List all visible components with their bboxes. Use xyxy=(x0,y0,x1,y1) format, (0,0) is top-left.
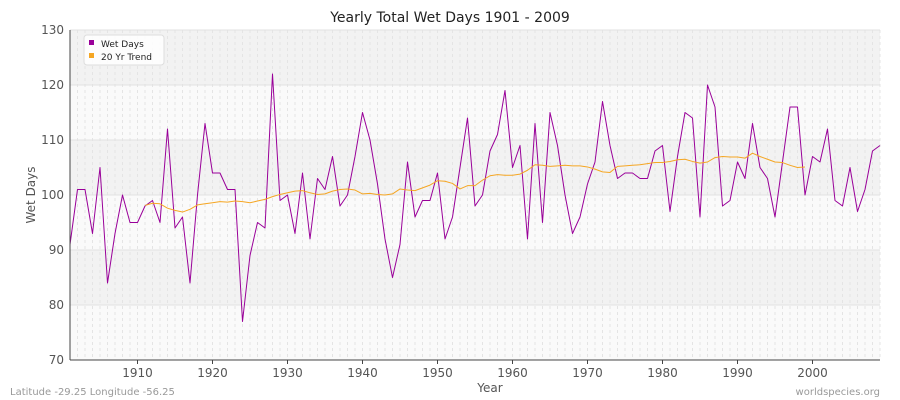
y-tick-label: 120 xyxy=(41,78,64,92)
x-tick-label: 1970 xyxy=(572,366,603,380)
x-tick-label: 1980 xyxy=(647,366,678,380)
legend-label-trend: 20 Yr Trend xyxy=(101,53,152,63)
x-tick-label: 1920 xyxy=(197,366,228,380)
chart-title: Yearly Total Wet Days 1901 - 2009 xyxy=(329,10,570,26)
wet-days-series-line xyxy=(69,73,881,322)
x-tick-label: 1960 xyxy=(497,366,528,380)
x-tick-label: 2000 xyxy=(797,366,828,380)
y-tick-label: 70 xyxy=(49,353,64,367)
x-tick-label: 1910 xyxy=(122,366,153,380)
y-tick-labels: 70 80 90 100 110 120 130 xyxy=(41,23,64,367)
x-tick-labels: 1910 1920 1930 1940 1950 1960 1970 1980 1990 2000 xyxy=(122,360,828,380)
x-tick-label: 1940 xyxy=(347,366,378,380)
plot-band xyxy=(70,30,880,85)
x-axis-label: Year xyxy=(476,381,502,395)
footer-coordinates: Latitude -29.25 Longitude -56.25 xyxy=(10,387,175,398)
y-tick-label: 90 xyxy=(49,243,64,257)
legend-box xyxy=(83,34,165,66)
series-lines xyxy=(69,73,881,322)
legend-swatch-trend xyxy=(89,53,94,58)
y-tick-label: 100 xyxy=(41,188,64,202)
legend: Wet Days 20 Yr Trend xyxy=(83,34,165,66)
legend-swatch-wet-days xyxy=(89,40,94,45)
plot-band xyxy=(70,85,880,140)
x-tick-label: 1950 xyxy=(422,366,453,380)
y-tick-label: 80 xyxy=(49,298,64,312)
x-tick-label: 1990 xyxy=(722,366,753,380)
major-grid xyxy=(70,29,880,361)
trend-series-line xyxy=(144,152,806,213)
y-tick-label: 130 xyxy=(41,23,64,37)
x-tick-label: 1930 xyxy=(272,366,303,380)
y-axis-label: Wet Days xyxy=(24,166,38,223)
legend-label-wet-days: Wet Days xyxy=(101,40,144,50)
axes xyxy=(69,30,880,361)
y-tick-label: 110 xyxy=(41,133,64,147)
footer-source: worldspecies.org xyxy=(796,387,880,398)
